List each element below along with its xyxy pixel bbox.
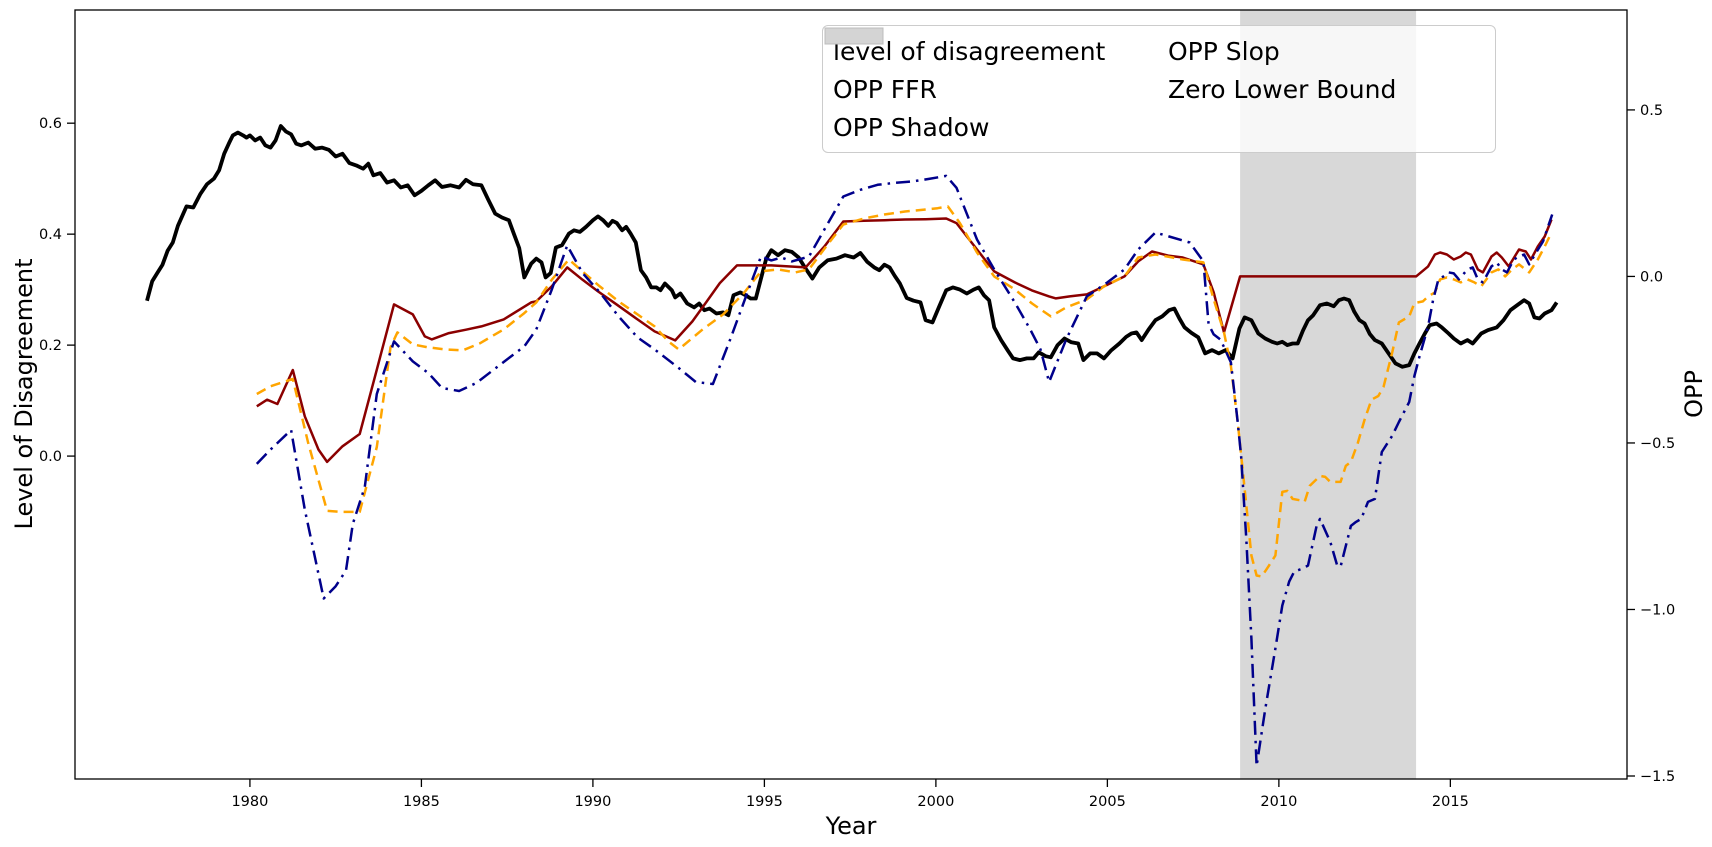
- x-tick-label: 1985: [403, 794, 440, 810]
- legend-item-opp-slop: OPP Slop: [825, 34, 1485, 66]
- x-tick-label: 2000: [917, 794, 954, 810]
- x-tick-label: 1995: [746, 794, 783, 810]
- y-left-tick-label: 0.2: [39, 338, 62, 354]
- legend-item-zero-lower-bound: Zero Lower Bound: [824, 27, 1485, 104]
- legend-label-opp-shadow: OPP Shadow: [833, 112, 990, 142]
- x-tick-label: 1980: [231, 794, 268, 810]
- legend-label-opp-ffr: OPP FFR: [833, 74, 937, 104]
- x-tick-label: 2015: [1432, 794, 1469, 810]
- x-tick-label: 2010: [1260, 794, 1297, 810]
- y-right-tick-label: 0.5: [1640, 103, 1663, 119]
- y-right-tick-label: −1.0: [1640, 602, 1675, 618]
- y-axis-label-right: OPP: [1680, 370, 1708, 418]
- y-right-tick-label: 0.0: [1640, 269, 1663, 285]
- legend-label-opp-slop: OPP Slop: [1168, 36, 1280, 66]
- plot-border: [74, 9, 1628, 780]
- y-axis-label-left: Level of Disagreement: [10, 258, 38, 530]
- legend-item-opp-shadow: OPP Shadow: [825, 34, 1168, 142]
- legend-patch-sample-zlb: [824, 27, 884, 45]
- y-left-tick-label: 0.4: [39, 227, 62, 243]
- series-line-opp-shadow: [256, 205, 1553, 578]
- x-tick-label: 2005: [1089, 794, 1126, 810]
- x-axis-label: Year: [825, 812, 877, 840]
- series-line-opp-ffr: [256, 217, 1553, 464]
- y-left-tick-label: 0.0: [39, 449, 62, 465]
- legend-label-zlb: Zero Lower Bound: [1168, 74, 1397, 104]
- y-right-tick-label: −1.5: [1640, 769, 1675, 785]
- y-right-tick-label: −0.5: [1640, 436, 1675, 452]
- series-line-opp-slop: [255, 174, 1554, 768]
- x-tick-label: 1990: [574, 794, 611, 810]
- legend: level of disagreement OPP FFR OPP Shadow…: [822, 25, 1496, 153]
- legend-item-opp-ffr: OPP FFR: [825, 34, 1168, 104]
- y-left-tick-label: 0.6: [39, 116, 62, 132]
- series-line-level-of-disagreement: [145, 124, 1559, 369]
